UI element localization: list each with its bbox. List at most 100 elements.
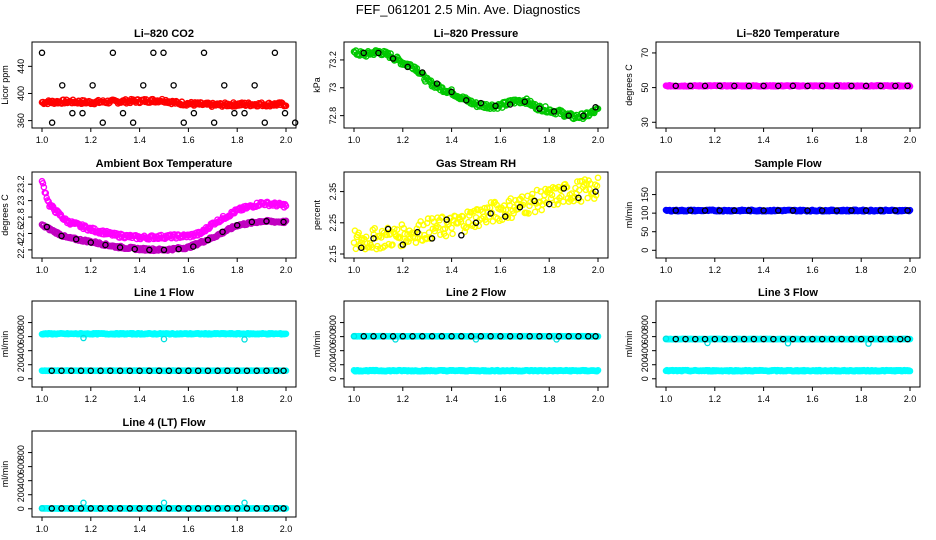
data-point — [210, 119, 218, 126]
y-tick-label: 0 — [640, 248, 650, 253]
data-point — [48, 119, 56, 126]
y-tick-label: 0 — [328, 376, 338, 381]
y-axis-label: degrees C — [0, 194, 10, 236]
y-tick-label: 800 — [16, 445, 26, 460]
x-tick-label: 1.6 — [182, 135, 195, 145]
data-point — [492, 102, 499, 110]
y-tick-label: 73 — [328, 83, 338, 93]
y-axis-label: ml/min — [624, 202, 634, 229]
data-point — [506, 101, 514, 108]
x-tick-label: 1.0 — [36, 135, 49, 145]
y-tick-label: 70 — [640, 48, 650, 58]
y-tick-label: 30 — [640, 117, 650, 127]
series-1 — [672, 82, 911, 90]
y-tick-label: 600 — [640, 329, 650, 344]
x-tick-label: 1.0 — [660, 265, 673, 275]
x-tick-label: 1.6 — [494, 394, 507, 404]
x-tick-label: 1.2 — [709, 394, 722, 404]
panel-sampleflow: Sample Flow ml/min 1.0 1.2 1.4 1.6 1.8 2.0 0 50 10… — [624, 158, 921, 275]
y-tick-label: 440 — [16, 59, 26, 74]
x-tick-label: 1.4 — [445, 135, 458, 145]
data-point — [458, 232, 465, 239]
y-tick-label: 2.25 — [328, 214, 338, 232]
data-point — [774, 82, 782, 90]
x-tick-label: 2.0 — [280, 394, 293, 404]
data-point — [221, 82, 228, 89]
y-tick-label: 2.35 — [328, 183, 338, 201]
data-point — [39, 180, 47, 187]
data-point — [129, 119, 137, 126]
data-point — [904, 82, 911, 90]
y-axis-label: percent — [312, 199, 322, 230]
x-tick-label: 1.8 — [855, 394, 868, 404]
y-tick-label: 600 — [328, 329, 338, 344]
panel-line3: Line 3 Flow ml/min 1.0 1.2 1.4 1.6 1.8 2.0 0 2004… — [624, 287, 921, 404]
y-axis-label: ml/min — [312, 331, 322, 358]
x-tick-label: 1.8 — [543, 265, 556, 275]
data-point — [550, 108, 558, 115]
x-tick-label: 2.0 — [592, 135, 605, 145]
data-point — [200, 49, 208, 57]
data-point — [231, 109, 238, 117]
x-tick-label: 1.6 — [494, 265, 507, 275]
y-tick-label: 2.15 — [328, 245, 338, 263]
y-tick-label: 150 — [640, 187, 650, 202]
data-point — [99, 119, 107, 126]
data-point — [862, 82, 870, 90]
data-point — [150, 49, 157, 57]
series-0 — [662, 366, 914, 375]
x-tick-label: 2.0 — [904, 265, 917, 275]
data-point — [261, 119, 269, 126]
data-point — [241, 499, 248, 507]
x-tick-label: 1.0 — [36, 524, 49, 534]
panel-title: Sample Flow — [754, 158, 822, 170]
panel-title: Line 2 Flow — [446, 287, 506, 299]
data-point — [38, 49, 46, 57]
data-point — [804, 82, 811, 90]
x-tick-label: 1.8 — [231, 394, 244, 404]
series-1 — [360, 49, 599, 119]
y-tick-label: 200 — [16, 487, 26, 502]
panel-title: Line 4 (LT) Flow — [123, 417, 206, 429]
x-tick-label: 1.4 — [133, 265, 146, 275]
series-0 — [38, 95, 290, 110]
data-point — [449, 230, 456, 238]
plot-frame — [655, 171, 921, 259]
x-tick-label: 1.4 — [757, 265, 770, 275]
data-point — [592, 104, 599, 111]
panel-pressure: Li–820 Pressure kPa 1.0 1.2 1.4 1.6 1.8 2.0 72.8… — [312, 28, 609, 145]
y-tick-label: 360 — [16, 113, 26, 128]
data-point — [282, 102, 290, 110]
x-tick-label: 1.2 — [709, 265, 722, 275]
series-0 — [38, 177, 290, 243]
plot-frame — [31, 430, 297, 518]
series-1 — [38, 49, 299, 126]
data-point — [109, 49, 117, 57]
y-tick-label: 400 — [16, 86, 26, 101]
x-tick-label: 1.6 — [182, 394, 195, 404]
x-tick-label: 1.8 — [231, 524, 244, 534]
data-point — [419, 69, 426, 76]
y-tick-label: 0 — [640, 376, 650, 381]
data-point — [477, 99, 485, 107]
data-point — [160, 49, 167, 57]
data-point — [160, 499, 168, 507]
x-tick-label: 1.8 — [855, 135, 868, 145]
x-tick-label: 2.0 — [280, 524, 293, 534]
y-tick-label: 400 — [640, 343, 650, 358]
y-axis-label: kPa — [312, 77, 322, 93]
x-tick-label: 1.6 — [494, 135, 507, 145]
panel-title: Line 1 Flow — [134, 287, 194, 299]
data-point — [565, 112, 572, 119]
x-tick-label: 1.4 — [133, 135, 146, 145]
plot-frame — [31, 171, 297, 259]
data-point — [433, 80, 441, 87]
y-tick-label: 200 — [640, 357, 650, 372]
y-tick-label: 50 — [640, 227, 650, 237]
x-tick-label: 1.6 — [182, 524, 195, 534]
x-tick-label: 1.6 — [806, 394, 819, 404]
x-tick-label: 2.0 — [592, 265, 605, 275]
x-tick-label: 1.6 — [806, 265, 819, 275]
panel-title: Li–820 Pressure — [434, 28, 518, 40]
y-tick-label: 200 — [328, 357, 338, 372]
